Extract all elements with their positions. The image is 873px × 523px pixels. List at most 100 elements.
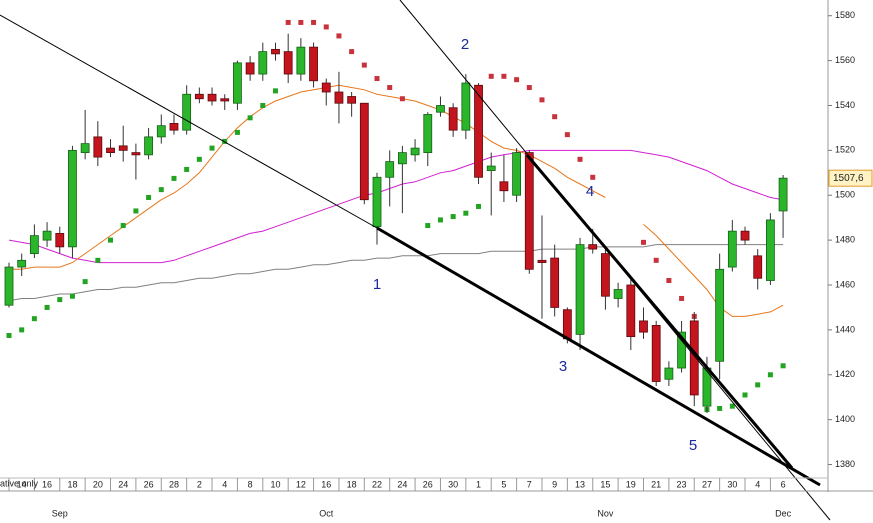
sar-dot	[311, 19, 317, 25]
moving-average-line	[9, 84, 784, 317]
sar-dot	[577, 156, 583, 162]
sar-dot	[526, 85, 532, 91]
x-tick-label: 22	[372, 479, 382, 489]
price-tag-box	[828, 169, 873, 187]
y-tick-label: 1480	[835, 234, 855, 244]
axes: 1380140014201440146014801500152015401560…	[8, 10, 873, 518]
trend-line	[525, 154, 794, 469]
candle-body	[359, 102, 369, 201]
candle-body	[397, 152, 407, 165]
x-tick-label: 28	[169, 479, 179, 489]
sar-dot	[501, 73, 507, 79]
x-tick-label: 1	[476, 479, 481, 489]
moving-average-line	[8, 244, 784, 302]
sar-dot	[374, 76, 380, 82]
sar-dot	[95, 257, 101, 263]
month-label: Dec	[775, 508, 792, 518]
candle-body	[562, 309, 572, 340]
candle-body	[626, 284, 636, 338]
x-tick-label: 5	[501, 479, 506, 489]
candle-body	[321, 82, 331, 93]
x-tick-label: 4	[755, 479, 760, 489]
candle-body	[601, 253, 610, 297]
sar-dot	[387, 85, 393, 91]
x-tick-label: 23	[677, 479, 687, 489]
sar-dot	[780, 363, 786, 369]
sar-dot	[133, 208, 139, 214]
y-tick-label: 1580	[835, 10, 855, 20]
sar-dot	[171, 175, 177, 181]
sar-dot	[272, 88, 278, 94]
trend-line	[376, 226, 821, 487]
wave-label: 4	[586, 183, 594, 200]
candle-body	[651, 324, 661, 382]
sar-dot	[666, 278, 672, 284]
sar-dot	[247, 115, 253, 121]
sar-dot	[57, 297, 63, 303]
x-tick-label: 14	[17, 479, 27, 489]
sar-dot	[590, 174, 596, 180]
candle-body	[499, 181, 509, 192]
y-tick-label: 1440	[835, 324, 855, 334]
y-tick-label: 1460	[835, 279, 855, 289]
sar-dot	[19, 327, 25, 333]
sar-dot	[552, 114, 558, 120]
candle-body	[512, 152, 521, 196]
x-tick-label: 16	[42, 479, 52, 489]
x-tick-label: 26	[423, 479, 433, 489]
candle-body	[550, 257, 560, 308]
x-tick-label: 9	[552, 479, 557, 489]
moving-average-line	[8, 149, 784, 264]
sar-dot	[196, 156, 202, 162]
x-tick-label: 24	[397, 479, 407, 489]
x-tick-label: 18	[347, 479, 357, 489]
candle-body	[486, 165, 496, 171]
x-tick-label: 10	[270, 479, 280, 489]
x-tick-label: 12	[296, 479, 306, 489]
sar-dot	[323, 24, 329, 30]
candle-body	[715, 268, 725, 362]
sar-dot	[679, 295, 685, 301]
candle-body	[677, 331, 686, 369]
y-tick-label: 1500	[835, 190, 855, 200]
candle-body	[80, 143, 90, 154]
candle-body	[156, 125, 166, 138]
candle-body	[106, 147, 115, 154]
sar-dot	[425, 223, 431, 229]
candle-body	[220, 98, 230, 102]
candle-body	[347, 96, 357, 104]
sar-dot	[222, 138, 228, 144]
candle-body	[271, 48, 280, 55]
x-tick-label: 2	[197, 479, 202, 489]
x-tick-label: 15	[600, 479, 610, 489]
candle-body	[639, 320, 648, 333]
sar-dot	[298, 19, 304, 25]
footnote: ative only	[0, 478, 39, 488]
x-tick-label: 30	[448, 479, 458, 489]
candle-body	[42, 230, 52, 241]
sar-dot	[539, 97, 545, 103]
x-tick-label: 18	[67, 479, 77, 489]
candle-body	[131, 152, 141, 156]
sar-dot	[184, 166, 190, 172]
candle-body	[194, 93, 204, 100]
month-label: Nov	[597, 508, 614, 518]
sar-dot	[82, 279, 88, 285]
sar-dot	[260, 102, 266, 108]
sar-dot	[44, 304, 50, 310]
sar-dot	[399, 96, 405, 102]
candle-body	[588, 244, 598, 250]
candle-body	[233, 62, 242, 104]
month-label: Sep	[52, 508, 68, 518]
sar-dot	[437, 217, 443, 223]
candle-body	[182, 93, 192, 131]
x-tick-label: 7	[527, 479, 532, 489]
sar-dot	[653, 257, 659, 263]
candle-body	[702, 367, 712, 407]
sar-dot	[488, 73, 494, 79]
x-tick-label: 21	[651, 479, 661, 489]
wave-label: 3	[559, 358, 567, 375]
x-tick-label: 30	[727, 479, 737, 489]
candle-body	[778, 177, 788, 212]
y-tick-label: 1540	[835, 100, 855, 110]
